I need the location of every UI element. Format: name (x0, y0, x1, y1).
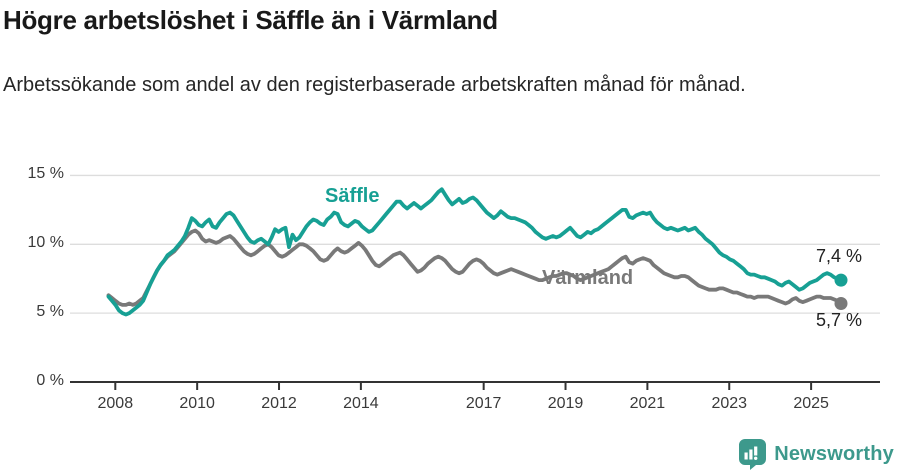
end-dot-värmland (834, 297, 848, 311)
page-title: Högre arbetslöshet i Säffle än i Värmlan… (3, 5, 498, 35)
x-axis-label: 2014 (343, 395, 379, 412)
chart-subtitle: Arbetssökande som andel av den registerb… (3, 74, 746, 96)
y-axis-label: 15 % (27, 165, 64, 183)
x-axis-label: 2019 (547, 395, 584, 412)
newsworthy-wordmark: Newsworthy (774, 443, 894, 465)
end-value-label-saffle: 7,4 % (815, 246, 862, 266)
x-axis-label: 2025 (793, 395, 829, 412)
x-axis-label: 2008 (97, 395, 134, 412)
x-axis-label: 2017 (465, 395, 502, 412)
series-label-varmland: Värmland (542, 267, 634, 289)
y-axis-label: 10 % (27, 234, 64, 252)
newsworthy-bubble-chart-icon (739, 439, 767, 470)
series-label-saffle: Säffle (325, 185, 380, 207)
x-axis-label: 2023 (711, 395, 748, 412)
y-axis-label: 0 % (36, 372, 64, 389)
end-dot-säffle (834, 273, 848, 287)
newsworthy-logo[interactable]: Newsworthy (739, 439, 894, 470)
line-värmland (106, 228, 843, 307)
line-säffle (106, 187, 843, 317)
y-axis-label: 5 % (36, 303, 64, 321)
end-value-label-varmland: 5,7 % (815, 310, 862, 330)
x-axis-label: 2010 (179, 395, 215, 412)
x-axis-label: 2021 (629, 395, 666, 412)
x-axis-label: 2012 (261, 395, 297, 412)
